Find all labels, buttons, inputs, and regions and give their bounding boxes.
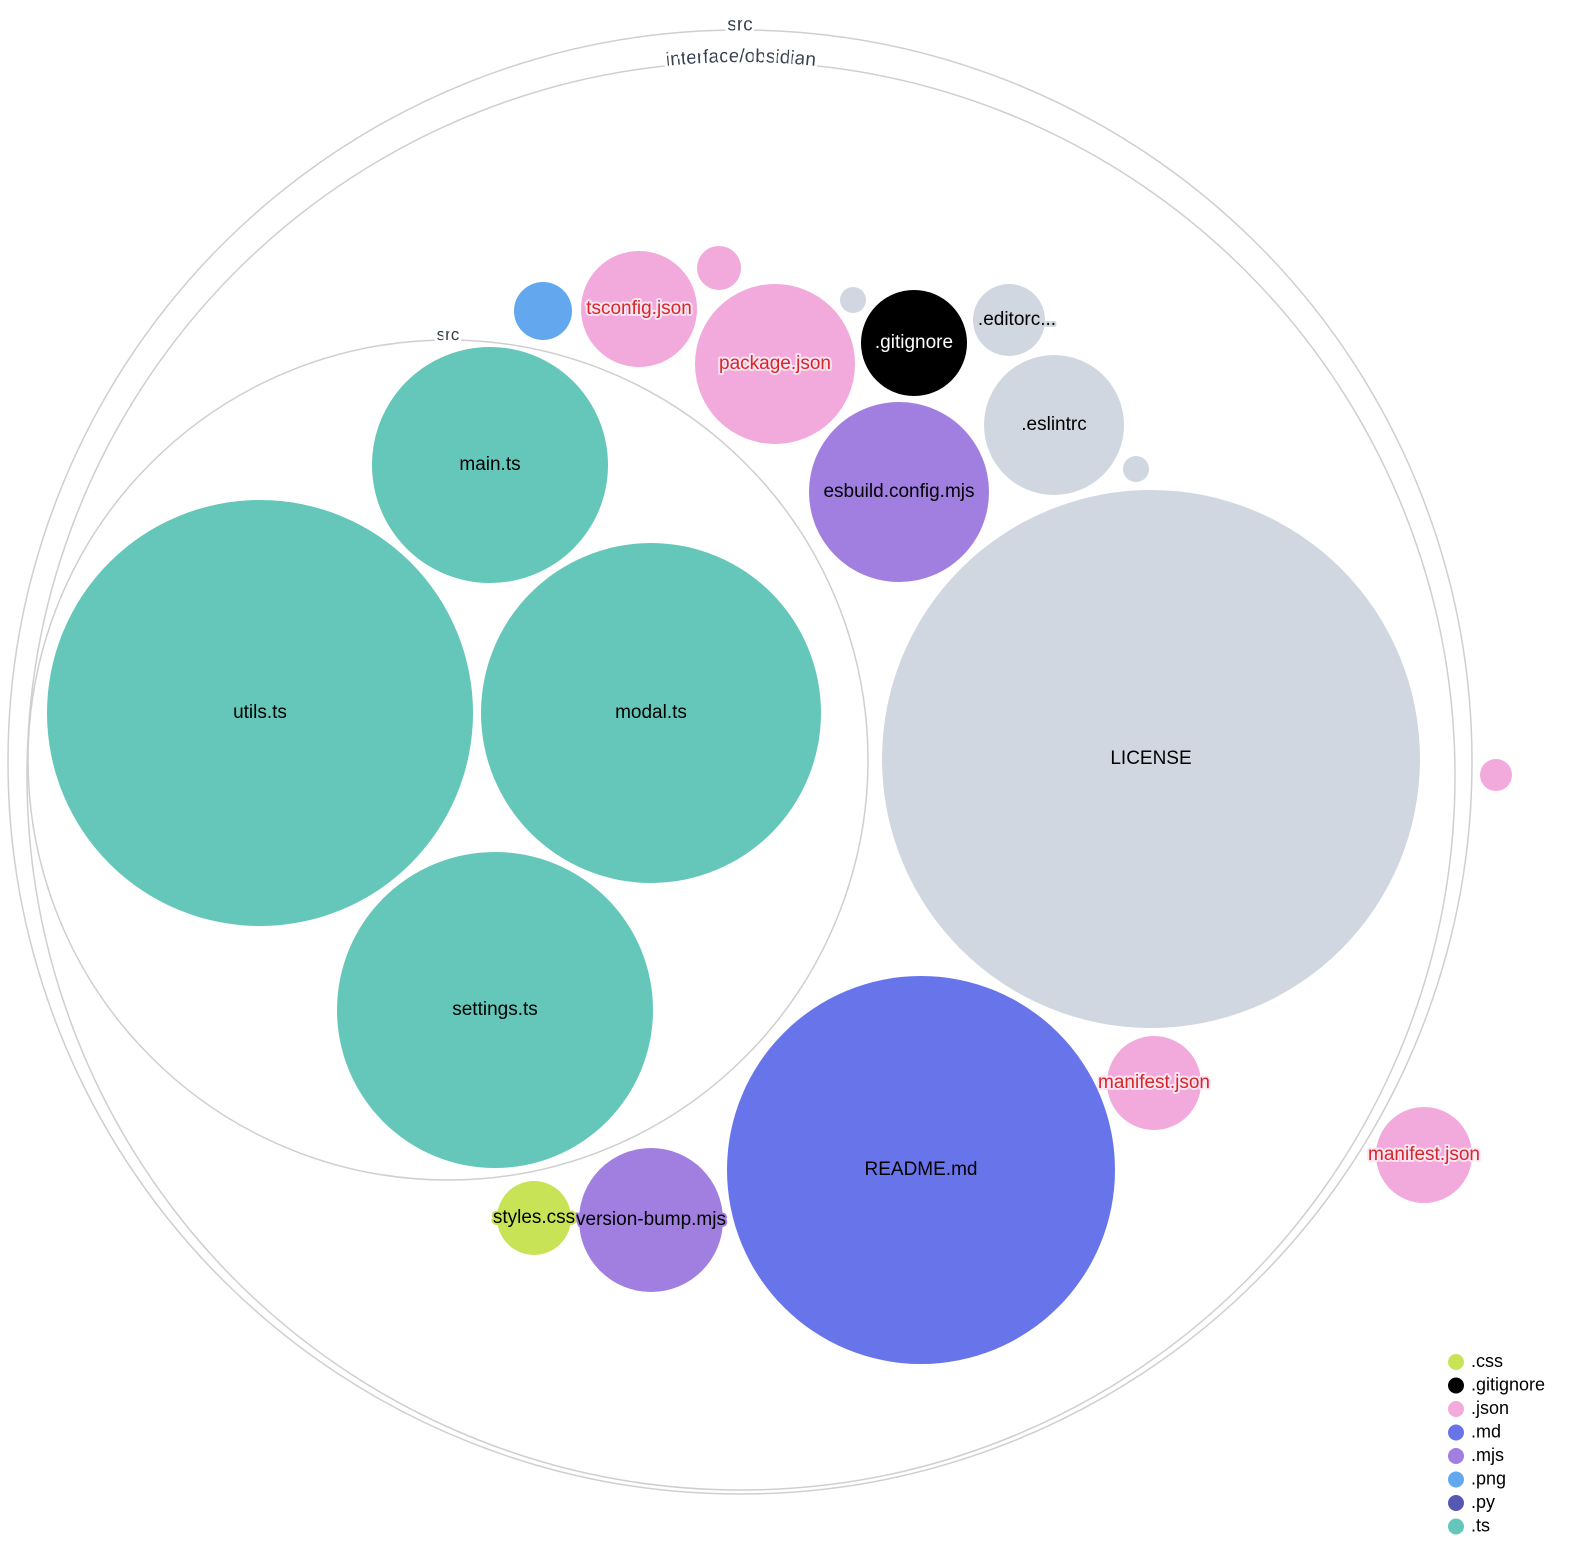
file-circle-main-ts[interactable] — [372, 347, 608, 583]
legend-swatch — [1448, 1377, 1464, 1394]
legend-label: .gitignore — [1471, 1374, 1545, 1394]
file-label: LICENSE — [1110, 748, 1191, 769]
folder-circle[interactable] — [7, 29, 1473, 1495]
file-circle-editorc[interactable] — [973, 284, 1045, 356]
file-label: main.ts — [459, 454, 520, 475]
file-label: .gitignore — [875, 332, 953, 353]
file-label: package.json — [719, 353, 831, 374]
file-label: tsconfig.json — [586, 298, 692, 319]
file-circle-version-bump-mjs[interactable] — [579, 1148, 723, 1292]
file-circle-tsconfig-json[interactable] — [581, 251, 697, 367]
legend-label: .json — [1471, 1398, 1509, 1418]
file-circle-png[interactable] — [514, 282, 572, 340]
file-label: utils.ts — [233, 702, 287, 723]
folder-label: interface/obsidian — [665, 46, 817, 71]
file-circle-json[interactable] — [1480, 759, 1512, 791]
file-label: esbuild.config.mjs — [823, 481, 974, 502]
folder-label: src — [437, 325, 460, 344]
file-circle-package-json[interactable] — [695, 284, 855, 444]
legend-label: .ts — [1471, 1515, 1490, 1535]
file-circle-manifest-json[interactable] — [1376, 1107, 1472, 1203]
file-circle-utils-ts[interactable] — [47, 500, 473, 926]
file-circle-esbuild-config-mjs[interactable] — [809, 402, 989, 582]
legend-swatch — [1448, 1354, 1464, 1370]
legend-swatch — [1448, 1518, 1464, 1535]
file-circle-eslintrc[interactable] — [984, 355, 1124, 495]
legend-label: .css — [1471, 1351, 1503, 1371]
legend-swatch — [1448, 1495, 1464, 1511]
file-circle-license[interactable] — [882, 490, 1420, 1028]
file-label: manifest.json — [1098, 1072, 1210, 1093]
file-circle-json[interactable] — [697, 246, 741, 290]
folder-circle[interactable] — [26, 61, 1456, 1491]
file-circle-settings-ts[interactable] — [337, 852, 653, 1168]
file-label: manifest.json — [1368, 1144, 1480, 1165]
file-circle-other[interactable] — [840, 287, 866, 313]
file-circle-readme-md[interactable] — [727, 976, 1115, 1364]
file-label: .eslintrc — [1021, 414, 1086, 435]
file-label: .editorc... — [978, 309, 1056, 330]
file-circle-modal-ts[interactable] — [481, 543, 821, 883]
file-label: README.md — [865, 1159, 978, 1180]
legend-label: .py — [1471, 1492, 1495, 1512]
file-circle-styles-css[interactable] — [497, 1181, 571, 1255]
legend-swatch — [1448, 1401, 1464, 1417]
folder-label: src — [727, 14, 753, 35]
file-label: modal.ts — [615, 702, 687, 723]
legend: .css .gitignore .json .md .mjs .png .py .ts — [1448, 1351, 1545, 1535]
file-circle-gitignore[interactable] — [861, 290, 967, 396]
legend-label: .md — [1471, 1421, 1501, 1441]
file-label: settings.ts — [452, 999, 538, 1020]
legend-label: .png — [1471, 1468, 1506, 1488]
file-circle-manifest-json[interactable] — [1107, 1036, 1201, 1130]
legend-swatch — [1448, 1424, 1464, 1441]
legend-swatch — [1448, 1448, 1464, 1464]
file-label: version-bump.mjs — [576, 1209, 726, 1230]
file-circle-other[interactable] — [1123, 456, 1149, 482]
legend-swatch — [1448, 1471, 1464, 1488]
legend-label: .mjs — [1471, 1445, 1504, 1465]
file-label: styles.css — [493, 1207, 575, 1228]
folder-circle[interactable] — [27, 339, 869, 1181]
